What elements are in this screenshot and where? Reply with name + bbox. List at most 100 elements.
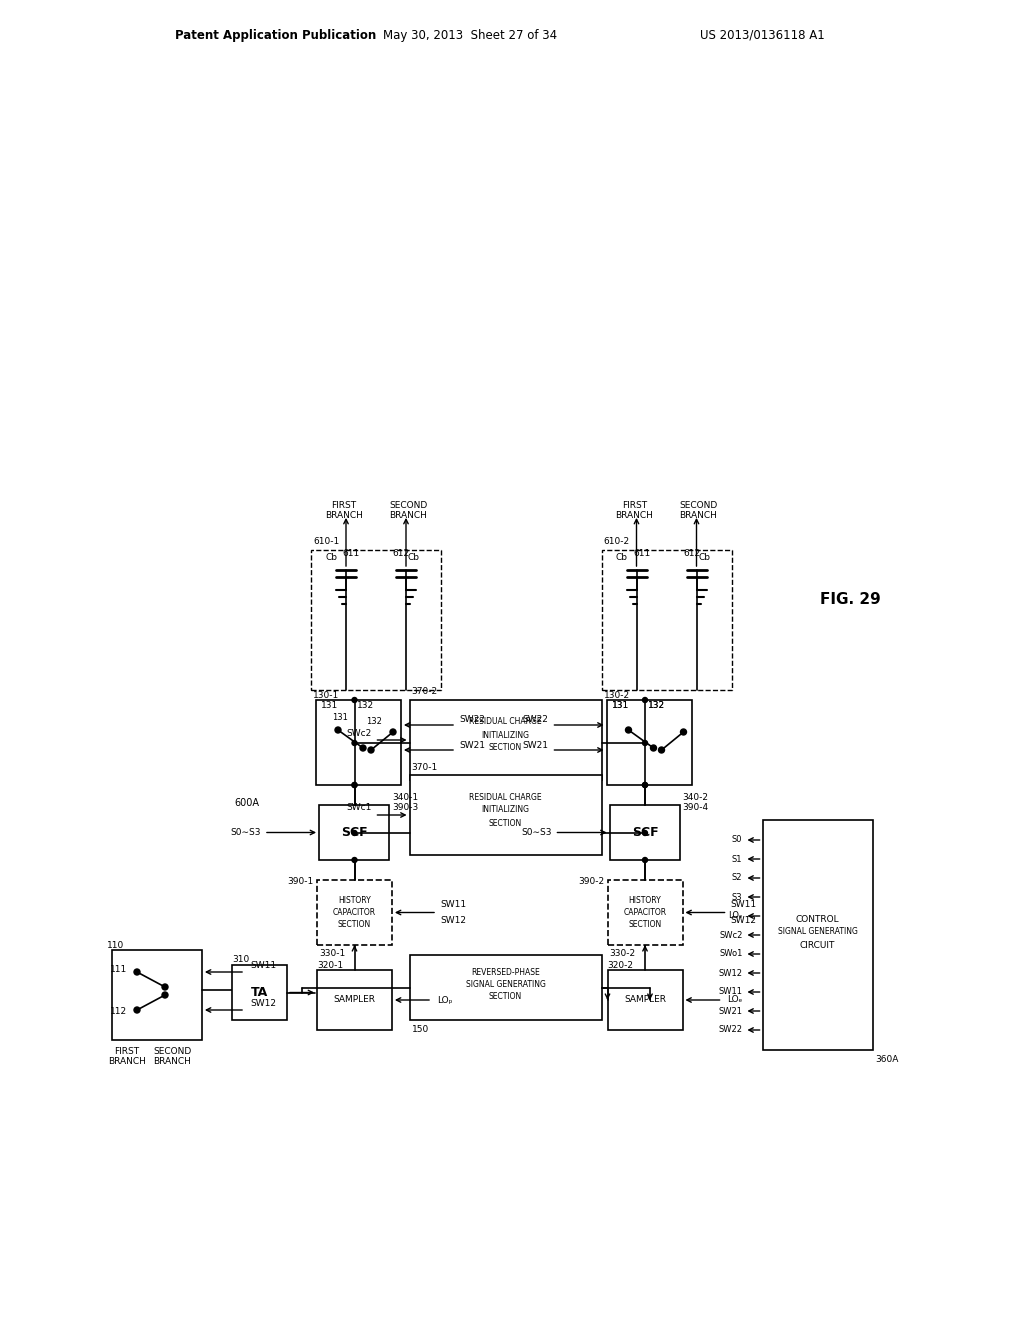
- Text: Cb: Cb: [408, 553, 420, 562]
- Text: SW12: SW12: [719, 969, 742, 978]
- Text: LOₚ: LOₚ: [437, 995, 453, 1005]
- Circle shape: [642, 858, 647, 862]
- Text: 310: 310: [232, 956, 249, 965]
- Circle shape: [681, 729, 686, 735]
- Text: SWo1: SWo1: [719, 949, 742, 958]
- Text: BRANCH: BRANCH: [680, 511, 718, 520]
- Text: 130-2: 130-2: [603, 690, 630, 700]
- Text: TA: TA: [251, 986, 268, 999]
- Bar: [112, 950, 202, 1040]
- Bar: [319, 805, 389, 861]
- Text: SECTION: SECTION: [488, 818, 522, 828]
- Circle shape: [162, 983, 168, 990]
- Text: REVERSED-PHASE: REVERSED-PHASE: [471, 968, 540, 977]
- Text: INITIALIZING: INITIALIZING: [481, 805, 529, 814]
- Text: SW12: SW12: [250, 998, 276, 1007]
- Text: RESIDUAL CHARGE: RESIDUAL CHARGE: [469, 718, 542, 726]
- Text: S2: S2: [732, 874, 742, 883]
- Text: 131: 131: [611, 701, 629, 710]
- Circle shape: [642, 783, 647, 788]
- Text: US 2013/0136118 A1: US 2013/0136118 A1: [700, 29, 824, 41]
- Text: 110: 110: [106, 940, 124, 949]
- Text: INITIALIZING: INITIALIZING: [481, 730, 529, 739]
- Circle shape: [390, 729, 396, 735]
- Text: FIRST: FIRST: [622, 500, 647, 510]
- Text: FIG. 29: FIG. 29: [820, 593, 881, 607]
- Bar: [606, 700, 691, 785]
- Text: SWc2: SWc2: [719, 931, 742, 940]
- Circle shape: [642, 830, 647, 836]
- Text: 600A: 600A: [234, 797, 259, 808]
- Text: S3: S3: [732, 892, 742, 902]
- Text: HISTORY: HISTORY: [629, 896, 662, 906]
- Text: SWc2: SWc2: [346, 729, 372, 738]
- Text: SW22: SW22: [522, 715, 549, 725]
- Text: 390-3: 390-3: [392, 803, 418, 812]
- Text: SW12: SW12: [730, 916, 757, 925]
- Text: Patent Application Publication: Patent Application Publication: [175, 29, 376, 41]
- Circle shape: [352, 697, 357, 702]
- Text: 610-2: 610-2: [603, 537, 630, 546]
- Circle shape: [368, 747, 374, 752]
- Text: 611: 611: [342, 549, 359, 557]
- Text: 130-1: 130-1: [313, 690, 339, 700]
- Text: Cb: Cb: [698, 553, 711, 562]
- Text: S1: S1: [732, 854, 742, 863]
- Bar: [609, 805, 680, 861]
- Text: SECTION: SECTION: [338, 920, 371, 929]
- Text: 612: 612: [683, 549, 700, 557]
- Text: SECTION: SECTION: [488, 993, 522, 1001]
- Text: 340-2: 340-2: [683, 792, 709, 801]
- Text: SW11: SW11: [719, 987, 742, 997]
- Circle shape: [658, 747, 665, 752]
- Text: CIRCUIT: CIRCUIT: [800, 940, 836, 949]
- Text: 131: 131: [611, 701, 629, 710]
- Text: SCF: SCF: [632, 826, 658, 840]
- Circle shape: [650, 744, 656, 751]
- Text: S0∼S3: S0∼S3: [521, 828, 552, 837]
- Text: 132: 132: [648, 701, 665, 710]
- Text: FIRST: FIRST: [332, 500, 356, 510]
- Circle shape: [352, 858, 357, 862]
- Text: 132: 132: [366, 718, 382, 726]
- Text: Cb: Cb: [615, 553, 628, 562]
- Bar: [763, 820, 872, 1049]
- Bar: [601, 550, 731, 690]
- Text: 340-1: 340-1: [392, 792, 418, 801]
- Text: 111: 111: [110, 965, 127, 974]
- Text: SW21: SW21: [459, 741, 485, 750]
- Text: SECTION: SECTION: [629, 920, 662, 929]
- Circle shape: [352, 783, 357, 788]
- Text: SAMPLER: SAMPLER: [624, 995, 666, 1005]
- Text: BRANCH: BRANCH: [325, 511, 362, 520]
- Text: LOₑ: LOₑ: [728, 912, 742, 920]
- Bar: [607, 970, 683, 1030]
- Text: SAMPLER: SAMPLER: [334, 995, 376, 1005]
- Text: 131: 131: [332, 714, 348, 722]
- Circle shape: [352, 830, 357, 836]
- Text: 390-1: 390-1: [288, 878, 314, 887]
- Text: BRANCH: BRANCH: [153, 1057, 190, 1067]
- Text: 132: 132: [357, 701, 375, 710]
- Text: SECOND: SECOND: [153, 1048, 191, 1056]
- Circle shape: [134, 1007, 140, 1012]
- Text: HISTORY: HISTORY: [338, 896, 371, 906]
- Bar: [410, 700, 601, 780]
- Text: 131: 131: [321, 701, 338, 710]
- Bar: [317, 970, 392, 1030]
- Text: 610-1: 610-1: [313, 537, 339, 546]
- Bar: [410, 954, 601, 1020]
- Text: SW12: SW12: [440, 916, 466, 925]
- Text: SW22: SW22: [459, 715, 485, 725]
- Text: 330-1: 330-1: [319, 949, 345, 957]
- Text: SCF: SCF: [341, 826, 368, 840]
- Text: 390-4: 390-4: [683, 803, 709, 812]
- Circle shape: [134, 969, 140, 975]
- Circle shape: [352, 741, 357, 746]
- Text: 330-2: 330-2: [609, 949, 636, 957]
- Bar: [311, 550, 441, 690]
- Bar: [607, 880, 683, 945]
- Text: 611: 611: [633, 549, 650, 557]
- Text: 320-1: 320-1: [317, 961, 343, 969]
- Text: SWc1: SWc1: [346, 804, 372, 813]
